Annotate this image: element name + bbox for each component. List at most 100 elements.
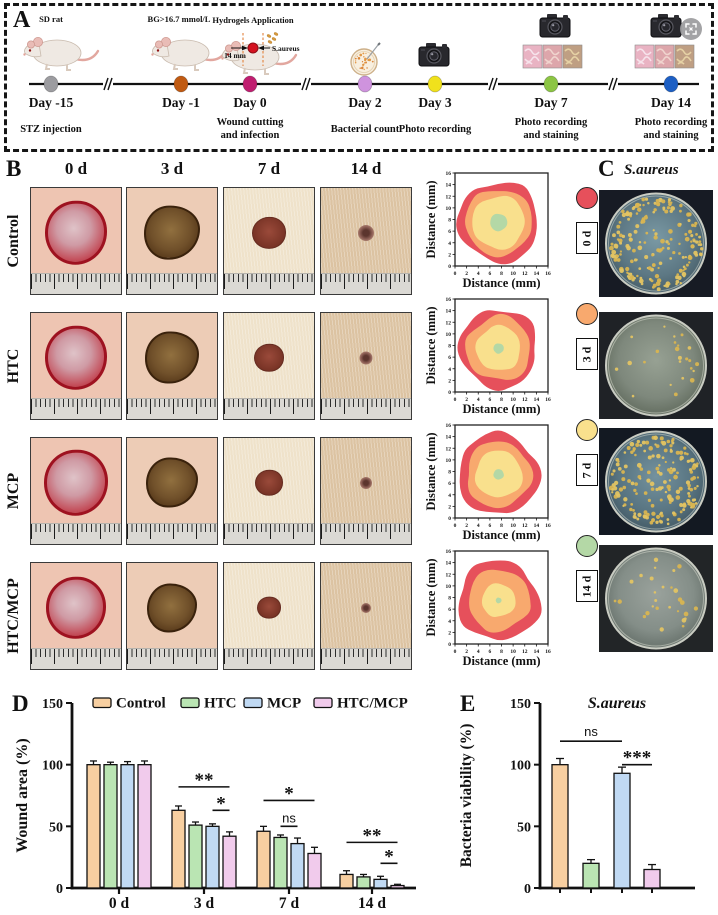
svg-text:Distance (mm): Distance (mm)	[462, 654, 540, 668]
svg-text:Photo recording: Photo recording	[635, 117, 708, 128]
svg-text:*: *	[284, 783, 294, 804]
svg-text:BG>16.7 mmol/L: BG>16.7 mmol/L	[148, 14, 211, 24]
petri-dish-icon	[350, 42, 381, 76]
wound	[147, 583, 197, 633]
svg-text:4: 4	[477, 397, 480, 403]
day-legend-circle	[576, 535, 598, 557]
group-row-label: MCP	[5, 472, 22, 510]
histology-strip-icon	[634, 44, 695, 69]
svg-text:Distance (mm): Distance (mm)	[462, 402, 540, 416]
histology-strip-icon	[522, 44, 583, 69]
camera-icon	[539, 14, 571, 38]
agar-plate	[599, 190, 713, 297]
timeline-event: Day 14 Photo recording and staining	[635, 75, 708, 141]
svg-text:4: 4	[477, 649, 480, 655]
legend-swatch	[313, 697, 333, 709]
expand-icon	[680, 18, 702, 40]
svg-text:6: 6	[448, 607, 451, 613]
ruler	[127, 273, 217, 294]
svg-text:14: 14	[446, 183, 452, 189]
legend-swatch	[92, 697, 112, 709]
svg-text:8: 8	[448, 218, 451, 224]
ruler	[224, 273, 314, 294]
timepoint-header: 7 d	[257, 159, 281, 178]
bar	[307, 852, 322, 889]
svg-text:10: 10	[446, 458, 452, 464]
timepoint-header: 3 d	[160, 159, 184, 178]
wound-photo	[223, 187, 315, 295]
bar	[188, 824, 203, 889]
wound-photo	[30, 562, 122, 670]
svg-text:16: 16	[545, 271, 551, 277]
svg-text:Distance (mm): Distance (mm)	[462, 276, 540, 290]
svg-text:MCP: MCP	[267, 696, 301, 712]
svg-text:0: 0	[448, 516, 451, 522]
wound	[45, 325, 107, 390]
contour-plot: 00 2 2 4 4 6 6 8 8 10 10 12 12 14 14 16 16 Distance (mm) D…	[425, 549, 551, 668]
wound-photo	[223, 562, 315, 670]
agar-plate	[599, 428, 713, 535]
svg-text:*: *	[216, 793, 226, 814]
svg-text:and staining: and staining	[643, 130, 699, 141]
svg-text:16: 16	[545, 523, 551, 529]
svg-text:10: 10	[510, 397, 516, 403]
svg-text:50: 50	[517, 820, 531, 835]
svg-text:2: 2	[465, 397, 468, 403]
svg-text:2: 2	[448, 378, 451, 384]
panel-c-title: S.aureus	[624, 162, 679, 178]
panel-e: E 0 50 100 150 Bacteria viability (%) S.aureu…	[455, 690, 718, 915]
svg-text:Bacteria viability (%): Bacteria viability (%)	[458, 724, 475, 868]
svg-text:Photo recording: Photo recording	[515, 117, 588, 128]
wound-photo	[126, 312, 218, 420]
day-legend-box: 0 d	[576, 222, 598, 254]
legend-swatch	[180, 697, 200, 709]
wound	[360, 476, 372, 489]
svg-text:6: 6	[489, 523, 492, 529]
day-legend-label: 14 d	[579, 575, 594, 597]
group-row-label: Control	[5, 214, 22, 268]
svg-text:10: 10	[446, 332, 452, 338]
wound	[361, 602, 371, 613]
wound	[358, 224, 374, 241]
contour-plot: 00 2 2 4 4 6 6 8 8 10 10 12 12 14 14 16 16 Distance (mm) D…	[425, 171, 551, 290]
wound	[254, 343, 284, 372]
wound-photo	[320, 437, 412, 545]
agar-plate	[599, 312, 713, 419]
ruler	[31, 273, 121, 294]
wound-photo	[223, 312, 315, 420]
timeline-dot	[43, 75, 59, 93]
svg-text:6: 6	[448, 229, 451, 235]
svg-text:*: *	[384, 846, 394, 867]
bar	[373, 878, 388, 889]
svg-text:6: 6	[489, 649, 492, 655]
wound-photo	[223, 437, 315, 545]
wound-photo	[320, 312, 412, 420]
day-legend-box: 7 d	[576, 454, 598, 486]
svg-text:2: 2	[465, 649, 468, 655]
svg-text:**: **	[195, 770, 214, 791]
contour-plot: 00 2 2 4 4 6 6 8 8 10 10 12 12 14 14 16 16 Distance (mm) D…	[425, 297, 551, 416]
wound	[257, 596, 281, 619]
svg-text:Day -15: Day -15	[29, 95, 74, 110]
svg-text:12: 12	[446, 446, 452, 452]
svg-text:0: 0	[454, 397, 457, 403]
svg-text:ns: ns	[282, 810, 296, 825]
day-legend-box: 3 d	[576, 338, 598, 370]
panel-e-label: E	[460, 691, 476, 716]
svg-text:0: 0	[524, 882, 531, 897]
bar	[222, 835, 237, 889]
svg-text:150: 150	[42, 697, 63, 712]
svg-text:150: 150	[510, 697, 531, 712]
svg-text:12: 12	[522, 397, 528, 403]
camera-icon	[418, 43, 450, 67]
ruler	[31, 648, 121, 669]
svg-text:Bacterial count: Bacterial count	[331, 124, 400, 135]
svg-text:12: 12	[522, 649, 528, 655]
timeline-dot	[543, 75, 559, 93]
svg-text:16: 16	[545, 397, 551, 403]
svg-text:0: 0	[448, 264, 451, 270]
bar	[582, 862, 600, 889]
svg-text:8: 8	[448, 344, 451, 350]
svg-text:12: 12	[446, 320, 452, 326]
